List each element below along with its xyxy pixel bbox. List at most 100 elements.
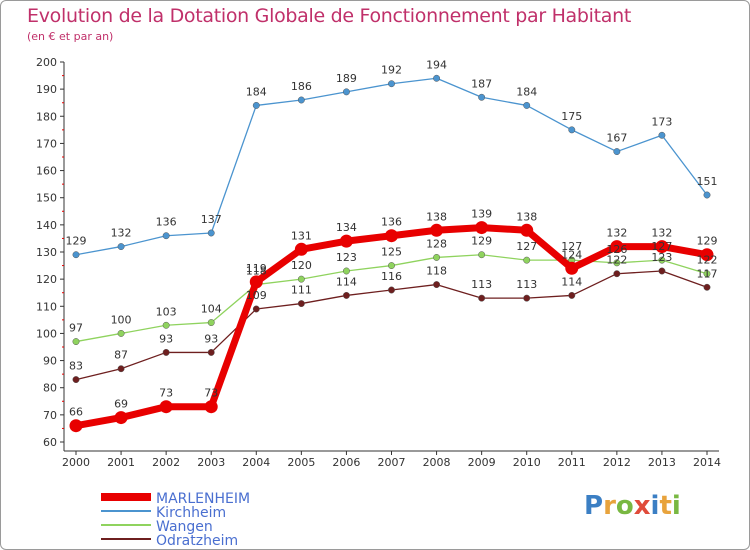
data-point-marlenheim	[159, 400, 173, 414]
data-label-marlenheim: 132	[606, 227, 627, 240]
data-point-marlenheim	[339, 234, 353, 248]
data-label-wangen: 129	[471, 235, 492, 248]
data-point-odratzheim	[523, 294, 531, 302]
data-point-odratzheim	[252, 305, 260, 313]
data-label-kirchheim: 175	[561, 110, 582, 123]
data-label-wangen: 127	[561, 240, 582, 253]
data-label-kirchheim: 151	[697, 175, 718, 188]
data-point-marlenheim	[114, 411, 128, 425]
data-label-kirchheim: 192	[381, 64, 402, 77]
data-point-odratzheim	[117, 365, 125, 373]
data-label-kirchheim: 186	[291, 80, 312, 93]
data-label-odratzheim: 93	[204, 332, 218, 345]
data-label-wangen: 128	[426, 237, 447, 250]
legend-label-kirchheim: Kirchheim	[156, 505, 226, 521]
data-label-kirchheim: 194	[426, 58, 447, 71]
data-label-odratzheim: 123	[651, 251, 672, 264]
data-point-wangen	[613, 259, 621, 267]
data-label-odratzheim: 93	[159, 332, 173, 345]
data-point-marlenheim	[69, 419, 83, 433]
data-point-kirchheim	[703, 191, 711, 199]
data-label-marlenheim: 139	[471, 208, 492, 221]
data-label-kirchheim: 189	[336, 72, 357, 85]
data-point-odratzheim	[342, 291, 350, 299]
logo-letter: o	[615, 491, 634, 521]
data-point-marlenheim	[520, 223, 534, 237]
y-tick-label: 180	[36, 110, 57, 123]
x-tick-label: 2000	[62, 456, 90, 469]
data-point-kirchheim	[252, 101, 260, 109]
data-label-odratzheim: 116	[381, 270, 402, 283]
x-tick-label: 2013	[648, 456, 676, 469]
data-label-kirchheim: 184	[516, 85, 537, 98]
y-tick-label: 140	[36, 219, 57, 232]
y-tick-label: 130	[36, 246, 57, 259]
x-tick-label: 2010	[513, 456, 541, 469]
data-point-kirchheim	[342, 88, 350, 96]
data-point-wangen	[297, 275, 305, 283]
data-point-marlenheim	[294, 242, 308, 256]
y-tick-label: 190	[36, 83, 57, 96]
data-label-marlenheim: 136	[381, 216, 402, 229]
data-label-wangen: 120	[291, 259, 312, 272]
data-point-wangen	[523, 256, 531, 264]
data-point-marlenheim	[249, 275, 263, 289]
y-tick-label: 100	[36, 327, 57, 340]
x-tick-label: 2001	[107, 456, 135, 469]
logo-letter: i	[671, 491, 681, 521]
data-point-kirchheim	[478, 93, 486, 101]
data-label-wangen: 127	[516, 240, 537, 253]
data-label-odratzheim: 113	[516, 278, 537, 291]
data-point-marlenheim	[655, 240, 669, 254]
x-tick-label: 2003	[197, 456, 225, 469]
chart-title: Evolution de la Dotation Globale de Fonc…	[27, 5, 632, 27]
data-point-marlenheim	[430, 223, 444, 237]
data-point-marlenheim	[385, 229, 398, 243]
data-point-wangen	[342, 267, 350, 275]
data-point-kirchheim	[207, 229, 215, 237]
y-tick-label: 80	[43, 382, 57, 395]
data-label-wangen: 126	[606, 243, 627, 256]
data-point-wangen	[703, 270, 711, 278]
data-label-marlenheim: 124	[561, 248, 582, 261]
data-point-wangen	[658, 256, 666, 264]
data-point-marlenheim	[610, 240, 624, 254]
data-label-wangen: 103	[156, 305, 177, 318]
data-point-wangen	[117, 329, 125, 337]
data-label-marlenheim: 73	[159, 387, 173, 400]
data-label-wangen: 97	[69, 322, 83, 335]
y-tick-label: 170	[36, 137, 57, 150]
data-label-kirchheim: 129	[66, 235, 87, 248]
x-tick-label: 2014	[693, 456, 721, 469]
data-point-kirchheim	[658, 131, 666, 139]
data-point-marlenheim	[700, 248, 714, 262]
data-point-odratzheim	[478, 294, 486, 302]
x-tick-label: 2011	[558, 456, 586, 469]
chart-subtitle: (en € et par an)	[27, 30, 114, 43]
data-label-marlenheim: 119	[246, 262, 267, 275]
data-label-marlenheim: 138	[516, 210, 537, 223]
data-label-kirchheim: 136	[156, 216, 177, 229]
data-point-kirchheim	[72, 251, 80, 259]
data-point-odratzheim	[207, 348, 215, 356]
data-label-kirchheim: 173	[651, 115, 672, 128]
logo-letter: x	[633, 491, 651, 521]
data-point-odratzheim	[703, 283, 711, 291]
data-point-marlenheim	[475, 221, 489, 235]
data-point-wangen	[478, 251, 486, 259]
data-point-odratzheim	[72, 376, 80, 384]
data-label-wangen: 122	[697, 254, 718, 267]
data-label-marlenheim: 131	[291, 229, 312, 242]
data-label-marlenheim: 138	[426, 210, 447, 223]
data-point-marlenheim	[204, 400, 218, 414]
data-label-kirchheim: 167	[606, 132, 627, 145]
data-label-wangen: 118	[246, 265, 267, 278]
data-label-marlenheim: 129	[697, 235, 718, 248]
y-tick-label: 60	[43, 436, 57, 449]
data-point-wangen	[162, 321, 170, 329]
data-label-odratzheim: 122	[606, 254, 627, 267]
data-label-marlenheim: 66	[69, 406, 83, 419]
data-label-odratzheim: 118	[426, 265, 447, 278]
data-label-odratzheim: 117	[697, 267, 718, 280]
